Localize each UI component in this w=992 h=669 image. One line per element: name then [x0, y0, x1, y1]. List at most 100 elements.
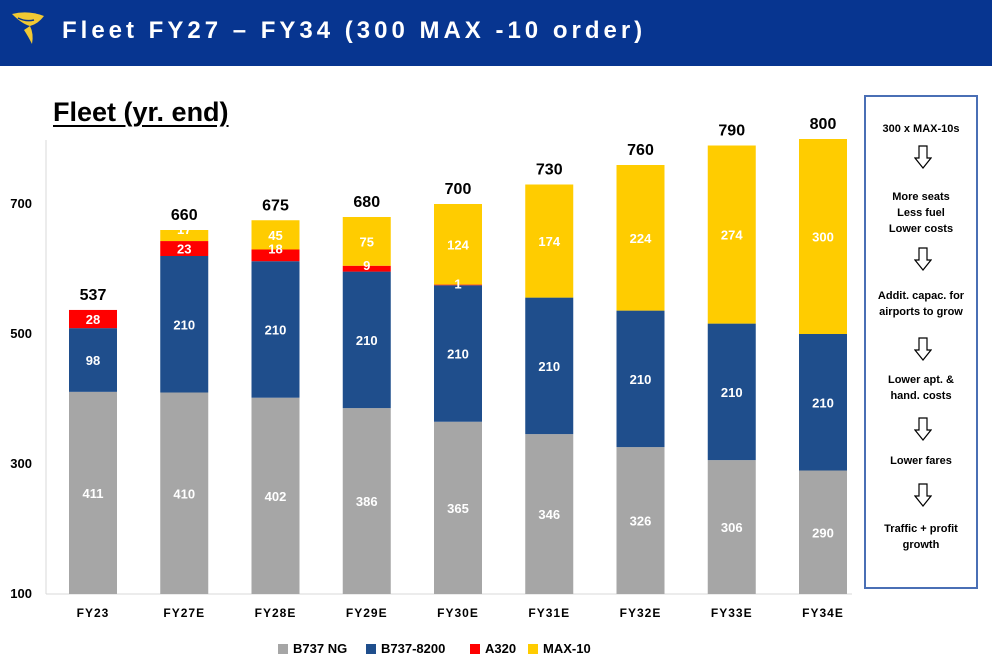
data-label: 411 [83, 486, 104, 501]
bar-segment-b737-ng-fy32e [616, 447, 665, 594]
benefits-flow-panel: 300 x MAX-10s More seats Less fuel Lower co… [864, 95, 978, 589]
data-label: 75 [360, 234, 374, 249]
data-label: 98 [86, 353, 100, 368]
data-label: 17 [177, 222, 191, 237]
bar-segment-max-10-fy30e [434, 204, 482, 285]
bar-segment-b737-8200-fy34e [799, 334, 847, 471]
data-label: 210 [173, 317, 195, 332]
flow-step: More seats Less fuel Lower costs [866, 189, 976, 237]
data-label: 210 [538, 359, 560, 374]
data-label: 274 [721, 228, 743, 243]
data-label: 290 [812, 525, 834, 540]
bar-segment-b737-ng-fy23 [69, 391, 117, 594]
x-tick-label: FY27E [163, 606, 205, 620]
flow-step-text: Lower costs [888, 223, 954, 235]
y-tick-label: 300 [10, 456, 32, 471]
legend-swatch [470, 644, 480, 654]
x-tick-label: FY23 [77, 606, 110, 620]
down-arrow-icon [914, 483, 932, 507]
data-label: 365 [447, 501, 469, 516]
legend-swatch [528, 644, 538, 654]
bar-segment-max-10-fy33e [707, 145, 756, 324]
page-title: Fleet FY27 – FY34 (300 MAX -10 order) [62, 17, 647, 44]
chart-legend: B737 NG B737-8200 A320 MAX-10 [0, 641, 992, 661]
legend-item: A320 [470, 641, 516, 656]
data-label: 210 [630, 372, 652, 387]
bar-segment-b737-8200-fy29e [342, 271, 391, 409]
legend-label: B737 NG [293, 641, 348, 656]
bar-segment-a320-fy27e [160, 241, 209, 256]
bar-segment-b737-ng-fy31e [525, 434, 574, 594]
bar-segment-b737-8200-fy23 [69, 328, 117, 392]
bar-segment-b737-8200-fy28e [251, 261, 300, 398]
x-tick-label: FY33E [711, 606, 753, 620]
flow-step: Addit. capac. for airports to grow [866, 288, 976, 320]
x-tick-label: FY34E [802, 606, 844, 620]
legend-label: A320 [485, 641, 517, 656]
data-label: 1 [454, 277, 461, 292]
bar-total-label: 730 [536, 162, 563, 179]
data-label: 300 [812, 230, 834, 245]
bar-total-label: 800 [810, 116, 837, 133]
bar-segment-b737-ng-fy29e [342, 408, 391, 594]
data-label: 346 [538, 507, 560, 522]
bar-segment-b737-8200-fy32e [616, 310, 665, 448]
data-label: 210 [265, 322, 287, 337]
flow-step-text: Traffic + profit [884, 523, 958, 535]
data-label: 402 [265, 489, 287, 504]
bar-total-label: 680 [353, 194, 380, 211]
bar-segment-a320-fy30e [434, 284, 482, 286]
flow-step-text: Less fuel [897, 207, 945, 219]
data-label: 23 [177, 242, 191, 257]
flow-step-text: growth [902, 539, 940, 551]
flow-step-text: More seats [892, 191, 950, 203]
bar-segment-b737-8200-fy27e [160, 256, 209, 393]
flow-step-text: 300 x MAX-10s [882, 123, 960, 135]
legend-label: B737-8200 [381, 641, 446, 656]
flow-step: Lower apt. & hand. costs [866, 372, 976, 404]
bar-total-label: 700 [445, 181, 472, 198]
legend-swatch [278, 644, 288, 654]
legend-item: B737 NG [278, 641, 347, 656]
bar-segment-a320-fy23 [69, 309, 117, 329]
data-label: 18 [268, 242, 282, 257]
bar-segment-b737-ng-fy33e [707, 460, 756, 594]
data-label: 45 [268, 228, 282, 243]
harp-logo-icon [12, 12, 44, 44]
bar-segment-max-10-fy32e [616, 165, 665, 311]
data-label: 210 [447, 347, 469, 362]
flow-step: Traffic + profit growth [866, 521, 976, 553]
x-tick-label: FY30E [437, 606, 479, 620]
header-bar: Fleet FY27 – FY34 (300 MAX -10 order) [0, 0, 992, 66]
bar-segment-b737-8200-fy30e [434, 285, 482, 422]
bar-total-label: 660 [171, 207, 198, 224]
flow-step-text: hand. costs [890, 390, 952, 402]
x-tick-label: FY32E [620, 606, 662, 620]
down-arrow-icon [914, 337, 932, 361]
data-label: 124 [447, 237, 469, 252]
flow-step: 300 x MAX-10s [866, 121, 976, 137]
flow-step-text: airports to grow [879, 306, 963, 318]
data-label: 386 [356, 494, 378, 509]
x-tick-label: FY29E [346, 606, 388, 620]
x-tick-label: FY31E [528, 606, 570, 620]
data-label: 306 [721, 520, 743, 535]
y-tick-label: 500 [10, 326, 32, 341]
y-tick-label: 100 [10, 586, 32, 601]
bar-total-label: 675 [262, 197, 289, 214]
bar-segment-b737-ng-fy30e [434, 421, 482, 594]
flow-step-text: Addit. capac. for [877, 290, 965, 302]
data-label: 9 [363, 258, 370, 273]
flow-step-text: Lower apt. & [887, 374, 954, 386]
legend-label: MAX-10 [543, 641, 591, 656]
bar-segment-b737-ng-fy34e [799, 470, 847, 594]
chart-title: Fleet (yr. end) [53, 97, 229, 127]
data-label: 28 [86, 312, 100, 327]
bar-total-label: 537 [80, 287, 107, 304]
down-arrow-icon [914, 247, 932, 271]
bar-total-label: 790 [718, 123, 745, 140]
bar-segment-a320-fy28e [251, 249, 300, 262]
data-label: 210 [356, 333, 378, 348]
bar-segment-max-10-fy27e [160, 230, 209, 242]
